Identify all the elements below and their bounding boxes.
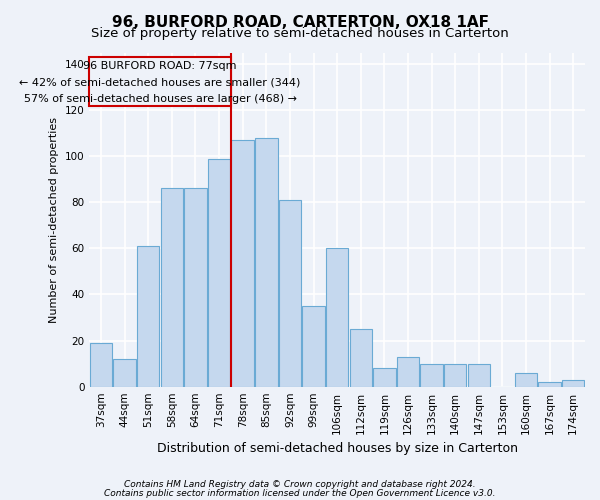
Bar <box>90 343 112 386</box>
Bar <box>421 364 443 386</box>
Bar <box>467 364 490 386</box>
Bar <box>208 158 230 386</box>
Bar <box>255 138 278 386</box>
Text: Contains HM Land Registry data © Crown copyright and database right 2024.: Contains HM Land Registry data © Crown c… <box>124 480 476 489</box>
Text: 57% of semi-detached houses are larger (468) →: 57% of semi-detached houses are larger (… <box>23 94 296 104</box>
FancyBboxPatch shape <box>89 57 231 106</box>
Bar <box>397 356 419 386</box>
Bar <box>373 368 395 386</box>
Bar <box>113 359 136 386</box>
Bar <box>137 246 160 386</box>
X-axis label: Distribution of semi-detached houses by size in Carterton: Distribution of semi-detached houses by … <box>157 442 518 455</box>
Bar <box>279 200 301 386</box>
Text: ← 42% of semi-detached houses are smaller (344): ← 42% of semi-detached houses are smalle… <box>19 78 301 88</box>
Bar <box>350 329 372 386</box>
Text: 96 BURFORD ROAD: 77sqm: 96 BURFORD ROAD: 77sqm <box>83 62 237 72</box>
Bar <box>444 364 466 386</box>
Bar <box>161 188 183 386</box>
Bar <box>302 306 325 386</box>
Bar <box>562 380 584 386</box>
Bar <box>515 373 537 386</box>
Bar <box>326 248 349 386</box>
Text: 96, BURFORD ROAD, CARTERTON, OX18 1AF: 96, BURFORD ROAD, CARTERTON, OX18 1AF <box>112 15 488 30</box>
Text: Contains public sector information licensed under the Open Government Licence v3: Contains public sector information licen… <box>104 488 496 498</box>
Y-axis label: Number of semi-detached properties: Number of semi-detached properties <box>49 116 59 322</box>
Bar <box>232 140 254 386</box>
Text: Size of property relative to semi-detached houses in Carterton: Size of property relative to semi-detach… <box>91 28 509 40</box>
Bar <box>538 382 561 386</box>
Bar <box>184 188 207 386</box>
